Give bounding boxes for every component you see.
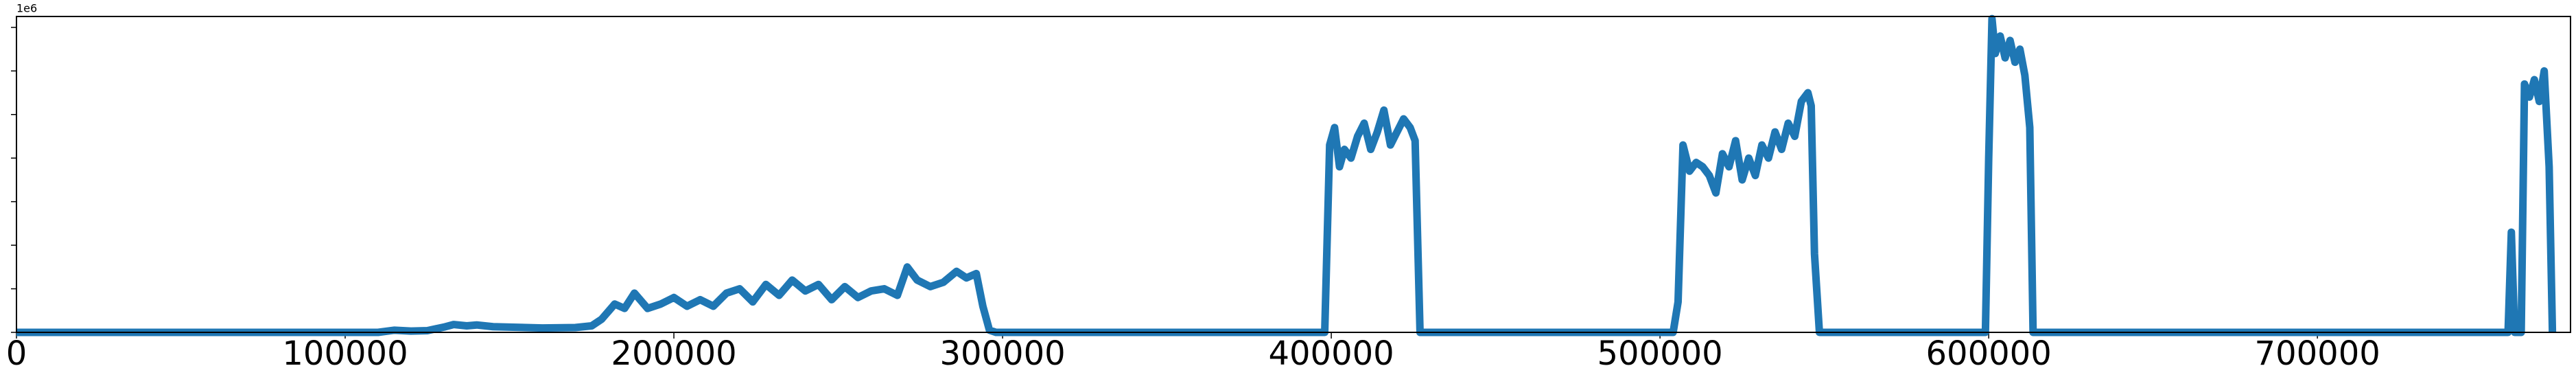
x-tick-label: 600000 (1926, 334, 2052, 373)
x-tick-label: 100000 (282, 334, 408, 373)
x-tick-label: 400000 (1268, 334, 1394, 373)
x-tick-label: 700000 (2255, 334, 2380, 373)
x-tick-label: 300000 (939, 334, 1065, 373)
x-tick-label: 0 (6, 334, 27, 373)
plot-frame (16, 16, 2571, 333)
data-line (16, 14, 2557, 336)
y-offset-label: 1e6 (16, 2, 37, 15)
x-tick-label: 200000 (611, 334, 736, 373)
x-tick-label: 500000 (1597, 334, 1722, 373)
